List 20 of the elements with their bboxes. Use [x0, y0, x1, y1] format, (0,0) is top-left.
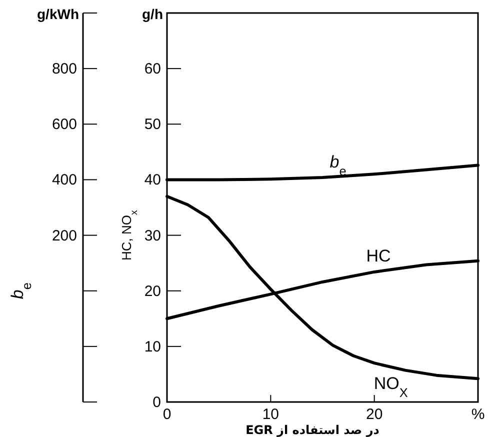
x-tick-label: 20 [366, 406, 383, 423]
x-tick-label: 0 [162, 406, 172, 423]
y2-tick-label: 200 [52, 227, 77, 244]
y-tick-label: 20 [144, 282, 161, 300]
y-tick-label: 10 [144, 338, 161, 356]
x-tick-label: 10 [262, 406, 280, 423]
series-label: NO$_{X}$ [374, 374, 408, 400]
y-tick-label: 60 [144, 60, 161, 78]
x-tick-label: % [471, 406, 485, 423]
y2-tick-label: 800 [52, 60, 77, 78]
y2-tick-label: 600 [52, 116, 77, 134]
y-tick-label: 40 [144, 172, 161, 189]
x-axis-title: در صد استفاده از EGR [246, 423, 380, 437]
y2-tick-label: 400 [52, 172, 77, 189]
series-label: HC [366, 246, 391, 266]
text: g/kWh [37, 6, 79, 22]
text: g/h [142, 6, 163, 22]
y-tick-label: 30 [144, 227, 161, 244]
y-tick-label: 50 [144, 116, 161, 134]
y-tick-label: 0 [152, 394, 161, 411]
